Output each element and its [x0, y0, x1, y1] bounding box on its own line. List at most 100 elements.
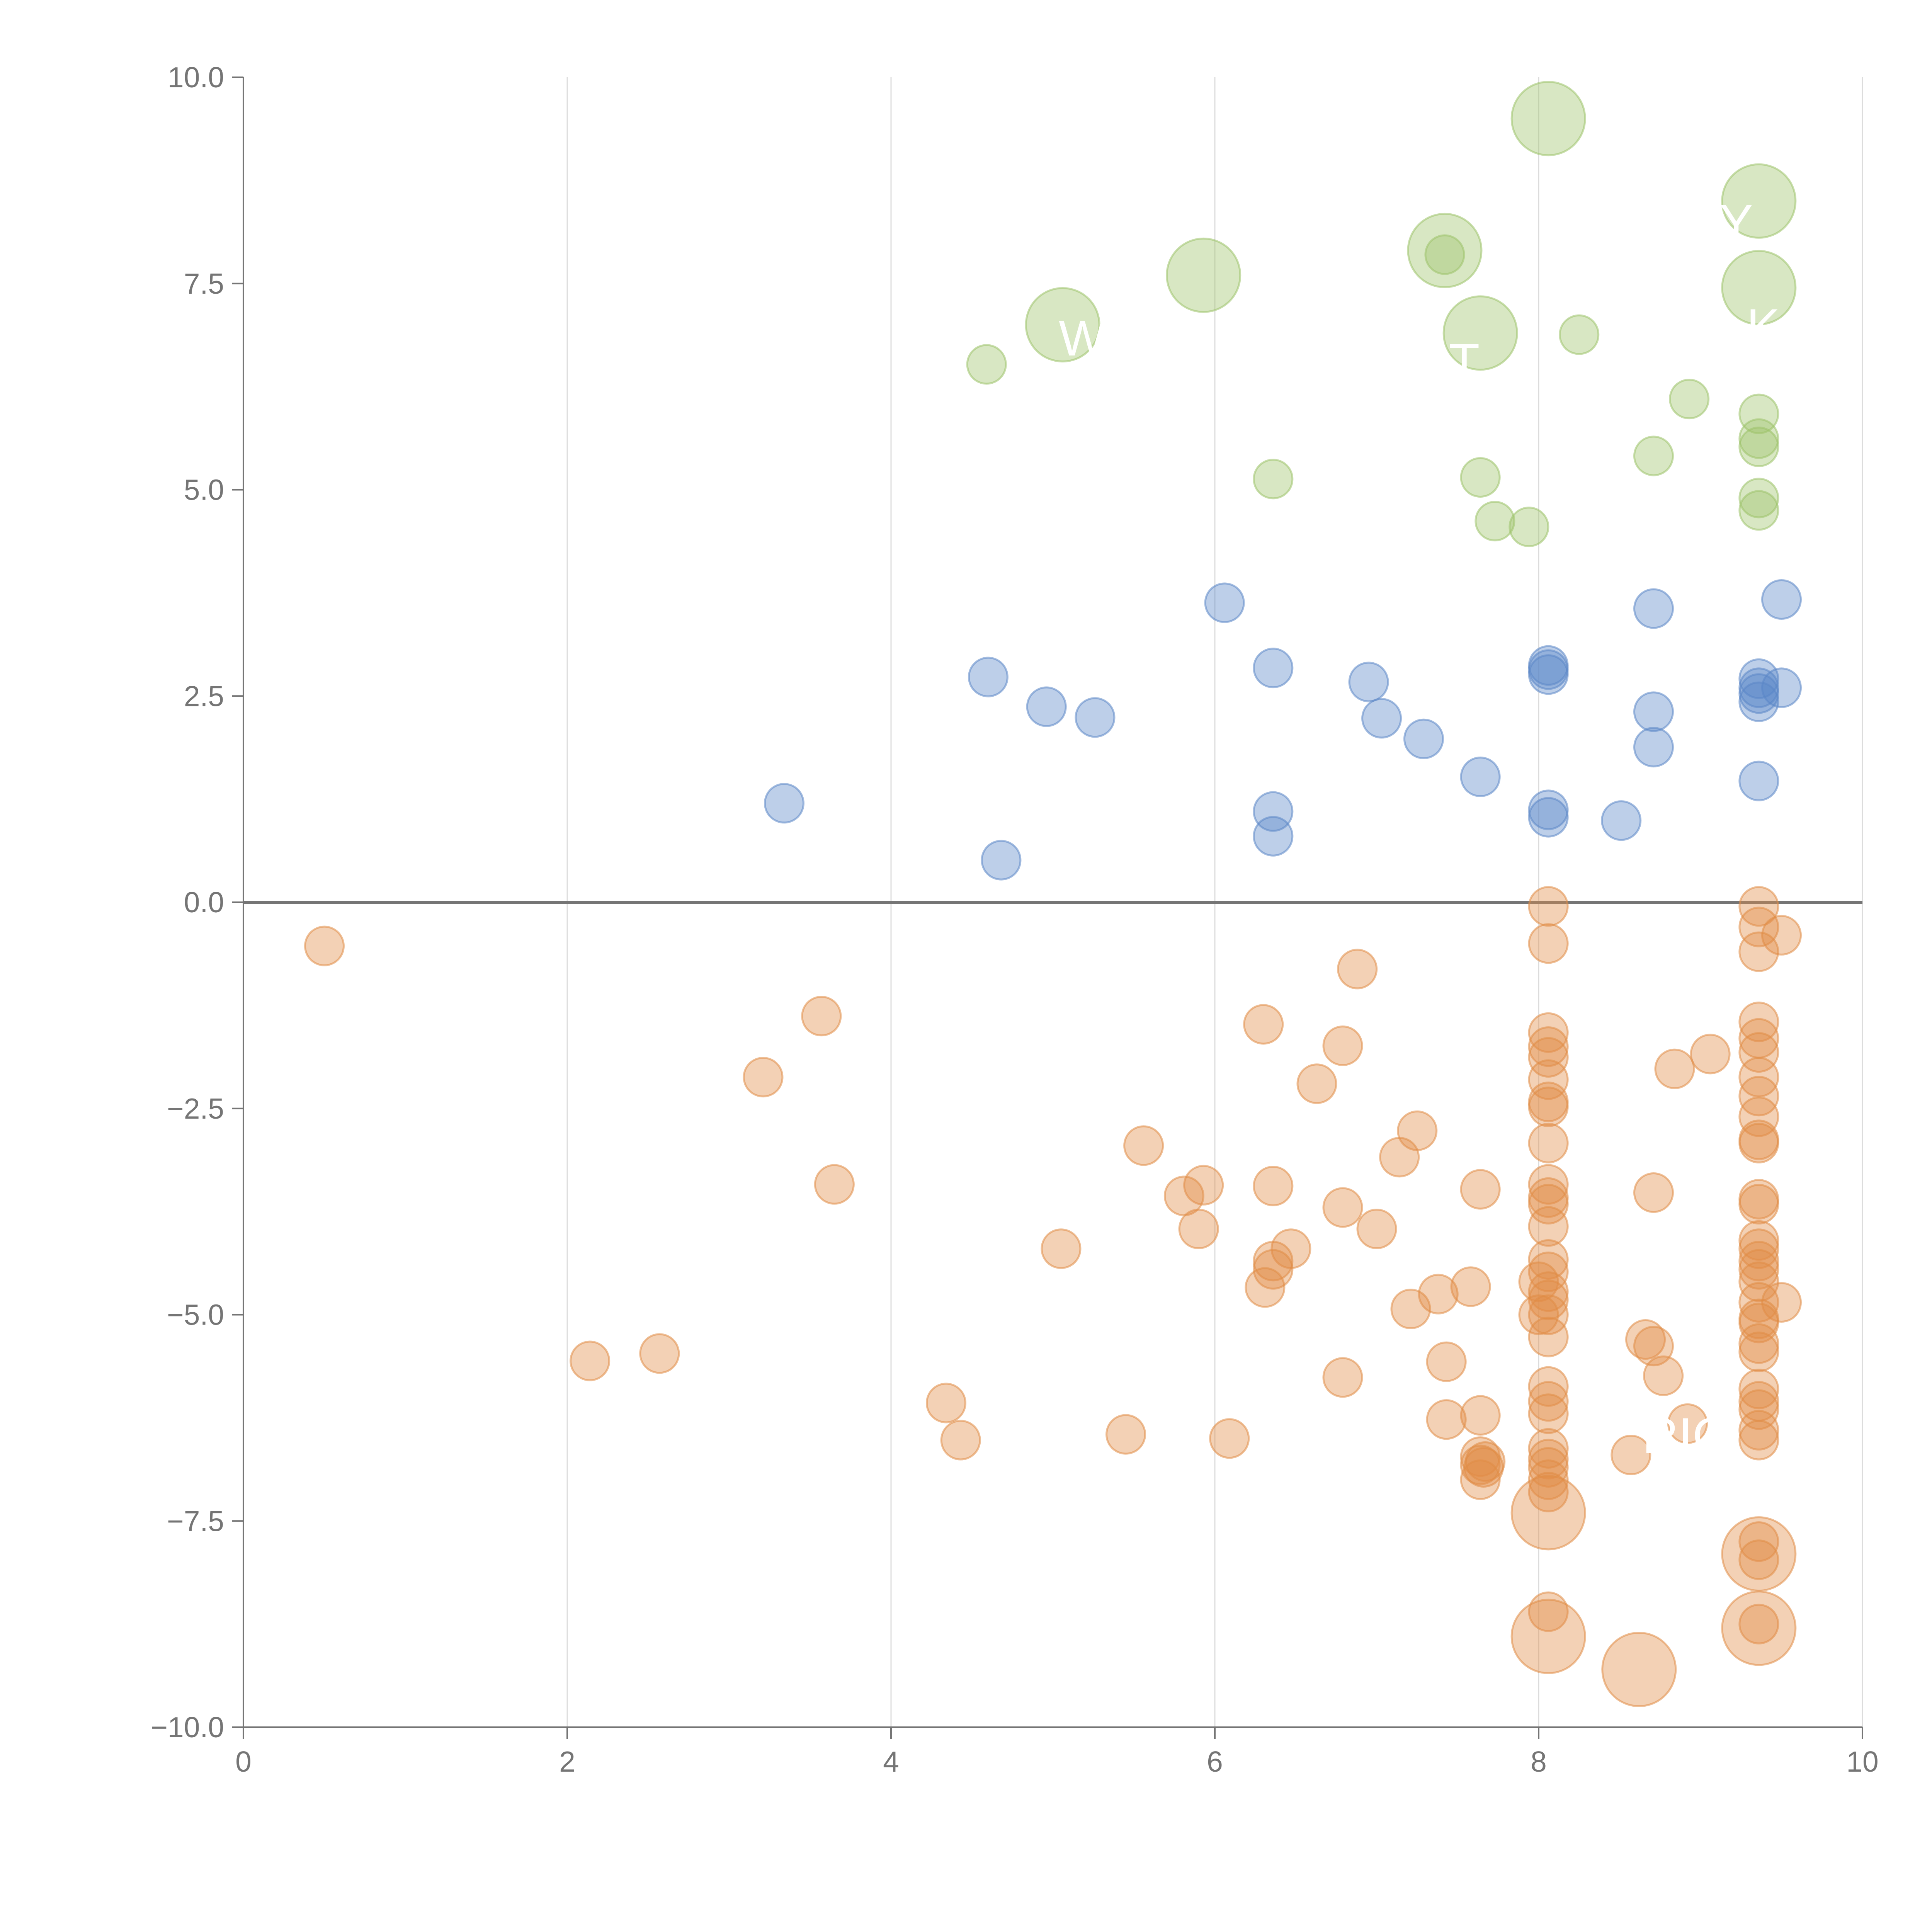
data-point-high [1738, 426, 1779, 467]
data-point-low [1322, 1025, 1363, 1066]
data-point-low [1209, 1418, 1250, 1459]
data-point-low [1738, 1076, 1779, 1117]
data-point-low [1528, 1206, 1569, 1247]
data-point-mid [1075, 697, 1116, 738]
data-point-mid [764, 783, 804, 824]
data-point-low [1243, 1004, 1284, 1045]
data-point-low [1426, 1399, 1467, 1440]
data-point-low [1253, 1241, 1294, 1282]
y-tick-label: 7.5 [184, 267, 224, 300]
data-point-low [1738, 886, 1779, 927]
data-point-low [1528, 1393, 1569, 1434]
data-point-low [1528, 1037, 1569, 1078]
y-tick-label: −7.5 [167, 1505, 224, 1537]
annotations: W T K Y RIC [1059, 194, 1780, 1464]
data-point-low [1738, 1032, 1779, 1073]
data-point-low [1738, 1249, 1779, 1290]
data-point-low [1322, 1187, 1363, 1228]
data-point-low [1738, 1539, 1779, 1580]
data-point-low [1611, 1434, 1651, 1475]
y-tick-label: 2.5 [184, 680, 224, 712]
data-point-low [1356, 1208, 1397, 1249]
data-point-low [1738, 906, 1779, 947]
data-point-low [1738, 1369, 1779, 1410]
data-point-high [1738, 393, 1779, 434]
data-point-high [1738, 418, 1779, 459]
data-point-low [1460, 1444, 1501, 1485]
data-point-low [1667, 1403, 1708, 1444]
data-point-high [1475, 501, 1515, 542]
y-tick-label: 10.0 [168, 61, 224, 94]
data-point-mid [1633, 588, 1674, 629]
data-point-low [801, 996, 842, 1037]
data-point-low [1528, 923, 1569, 964]
data-point-low [1528, 1086, 1569, 1127]
data-point-low [1738, 1389, 1779, 1430]
data-point-low [304, 925, 345, 966]
data-point-high [1442, 295, 1518, 371]
data-point-high [1253, 459, 1294, 500]
data-point-low [1738, 1604, 1779, 1645]
data-point-low [1761, 915, 1802, 956]
data-point-low [925, 1383, 966, 1423]
data-point-mid [1460, 756, 1501, 797]
data-point-low [1041, 1228, 1082, 1269]
data-point-mid [1253, 648, 1294, 689]
data-point-mid [981, 840, 1022, 881]
data-point-mid [1738, 681, 1779, 722]
data-point-low [1738, 1420, 1779, 1461]
y-tick-label: −2.5 [167, 1092, 224, 1125]
y-tick-label: 0.0 [184, 886, 224, 918]
data-point-low [1379, 1137, 1420, 1178]
data-point-low [1633, 1172, 1674, 1213]
data-point-low [1528, 1381, 1569, 1422]
data-point-low [1510, 1599, 1586, 1674]
data-point-low [1528, 1591, 1569, 1632]
data-point-low [570, 1340, 611, 1381]
data-point-low [1528, 1122, 1569, 1163]
annotation-label: K [1747, 298, 1780, 355]
data-point-mid [1403, 718, 1444, 759]
data-point-high [1424, 234, 1465, 275]
data-point-low [1625, 1319, 1666, 1360]
data-point-high [1407, 213, 1483, 288]
data-point-high [1509, 507, 1549, 548]
data-point-mid [1738, 760, 1779, 801]
data-point-high [1559, 314, 1600, 355]
data-point-low [1738, 1002, 1779, 1043]
data-point-mid [1026, 686, 1067, 727]
data-point-high [1738, 478, 1779, 519]
data-point-low [1245, 1267, 1286, 1308]
data-point-mid [968, 656, 1009, 697]
data-point-low [1738, 1261, 1779, 1302]
data-point-high [1721, 250, 1797, 325]
data-point-low [1690, 1034, 1731, 1075]
data-point-low [1322, 1357, 1363, 1398]
data-point-low [1738, 1220, 1779, 1261]
data-point-low [1528, 886, 1569, 927]
data-point-low [1738, 1228, 1779, 1269]
data-point-low [1253, 1165, 1294, 1206]
data-point-low [1460, 1459, 1501, 1500]
data-point-low [1518, 1294, 1559, 1335]
y-tick-label: −5.0 [167, 1299, 224, 1331]
data-point-high [1721, 163, 1797, 239]
data-point-low [1463, 1447, 1504, 1488]
data-point-low [1528, 1184, 1569, 1225]
annotation-label: T [1449, 333, 1480, 389]
data-point-low [1528, 1316, 1569, 1357]
data-point-high [1166, 237, 1242, 313]
annotation-label: Y [1719, 194, 1753, 250]
data-point-low [1738, 1410, 1779, 1451]
data-point-low [1601, 1632, 1677, 1708]
data-point-mid [1633, 727, 1674, 768]
data-point-mid [1528, 654, 1569, 695]
data-point-low [1738, 1282, 1779, 1323]
data-point-low [1460, 1395, 1501, 1436]
data-point-low [1510, 1475, 1586, 1551]
x-tick-label: 6 [1207, 1745, 1223, 1778]
data-point-low [1721, 1590, 1797, 1666]
data-point-high [1633, 435, 1674, 476]
annotation-label: RIC [1642, 1407, 1729, 1464]
